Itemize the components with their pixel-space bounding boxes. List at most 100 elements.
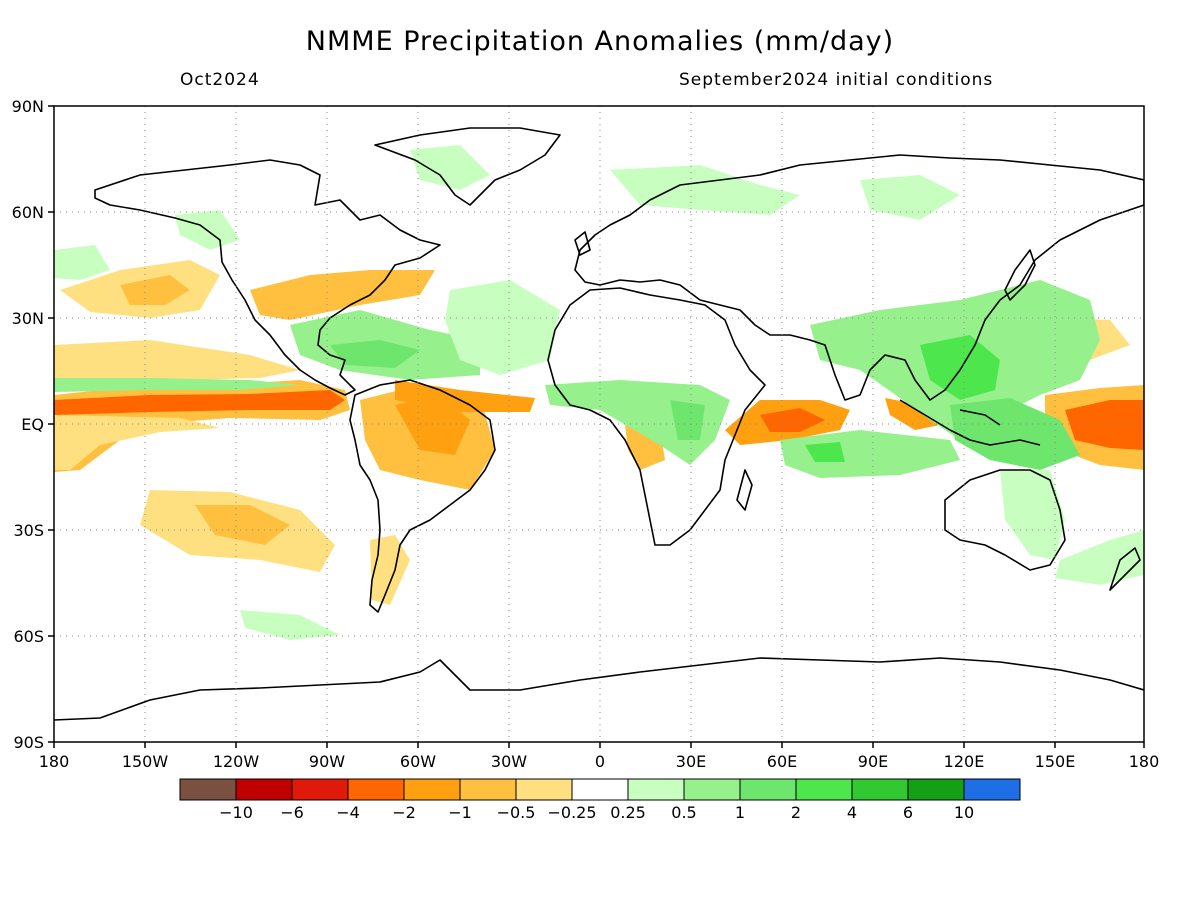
anomaly-southern-ocean-wet (1055, 530, 1144, 585)
lon-label: 60W (400, 752, 436, 771)
colorbar-label: 6 (903, 803, 913, 822)
colorbar-label: −1 (448, 803, 472, 822)
coastline-north-america (94, 159, 441, 396)
colorbar-swatch (235, 778, 293, 801)
anomaly-indian-core (760, 408, 825, 432)
colorbar-swatch (459, 778, 517, 801)
anomaly-atlantic-wet (445, 280, 560, 375)
colorbar-swatch (571, 778, 629, 801)
colorbar-swatch (739, 778, 797, 801)
lon-label: 0 (595, 752, 605, 771)
coastlines (54, 127, 1144, 721)
lat-label: 90N (12, 97, 44, 116)
coastline-eurasia (574, 154, 1144, 401)
lon-label: 90W (309, 752, 345, 771)
lon-label: 30W (491, 752, 527, 771)
coastline-south-america (349, 379, 496, 613)
colorbar-swatch (907, 778, 965, 801)
colorbar-label: 10 (954, 803, 974, 822)
anomaly-ne-pacific-core (120, 275, 190, 305)
lon-label: 90E (858, 752, 888, 771)
colorbar-swatch (403, 778, 461, 801)
colorbar-label: −0.25 (547, 803, 596, 822)
anomaly-asia-core (920, 335, 1000, 400)
lon-label: 150W (122, 752, 169, 771)
anomaly-caribbean-core (330, 340, 420, 368)
anomaly-south-indian-core (805, 442, 845, 462)
anomaly-npac-band (54, 340, 300, 382)
lon-label: 150E (1035, 752, 1076, 771)
anomaly-pacific-wet-nw (54, 245, 110, 280)
axis-tick-marks (48, 105, 1145, 748)
anomaly-sahel-wet (545, 380, 730, 465)
anomaly-maritime-wet (950, 398, 1080, 470)
anomaly-south-pacific-wet (240, 610, 340, 640)
lat-label: 60N (12, 203, 44, 222)
anomaly-australia-wet (1000, 470, 1065, 560)
forecast-month-label: Oct2024 (180, 70, 260, 90)
coastline-new-zealand (1109, 547, 1141, 591)
anomaly-fields (54, 145, 1144, 640)
coastline-antarctica (54, 657, 1144, 721)
initial-conditions-label: September2024 initial conditions (679, 70, 994, 90)
lat-label: 60S (13, 627, 44, 646)
anomaly-pacific-equator-lobe (54, 415, 220, 470)
anomaly-pacific-wet-band (54, 378, 300, 392)
lon-label: 120E (944, 752, 985, 771)
lon-label: 180 (1129, 752, 1160, 771)
coastline-uk (574, 231, 591, 256)
lat-label: 90S (13, 733, 44, 752)
anomaly-south-indian-wet (780, 430, 960, 478)
lon-label: 180 (39, 752, 70, 771)
coastline-indonesia (899, 399, 1041, 446)
colorbar-swatch (795, 778, 853, 801)
colorbar-label: 4 (847, 803, 857, 822)
colorbar-label: −10 (219, 803, 253, 822)
map-title: NMME Precipitation Anomalies (mm/day) (305, 26, 895, 57)
colorbar-label: −0.5 (497, 803, 536, 822)
colorbar-label: 2 (791, 803, 801, 822)
anomaly-atlantic-itcz-dry (395, 380, 535, 412)
colorbar-swatch (851, 778, 909, 801)
coastline-madagascar (736, 469, 753, 511)
colorbar-label: −6 (280, 803, 304, 822)
coastline-greenland (374, 127, 561, 206)
latitude-labels: 90N 60N 30N EQ 30S 60S 90S (12, 97, 44, 752)
anomaly-east-pacific-core (54, 390, 345, 415)
anomaly-patagonia-dry (370, 535, 410, 605)
lon-label: 30E (676, 752, 706, 771)
anomaly-arctic-wet (610, 165, 800, 215)
anomaly-south-pacific-core (195, 505, 290, 545)
anomaly-east-us-dry (250, 270, 435, 320)
lon-label: 120W (213, 752, 260, 771)
colorbar-labels: −10 −6 −4 −2 −1 −0.5 −0.25 0.25 0.5 1 2 4 6 10 (219, 803, 974, 822)
longitude-labels: 180 150W 120W 90W 60W 30W 0 30E 60E 90E … (39, 752, 1160, 771)
colorbar-swatch (179, 778, 237, 801)
colorbar-swatch (347, 778, 405, 801)
colorbar-swatch (291, 778, 349, 801)
lon-label: 60E (767, 752, 797, 771)
colorbar-swatch (963, 778, 1021, 801)
colorbar-swatch (515, 778, 573, 801)
colorbar-label: −2 (392, 803, 416, 822)
grid-lines (54, 106, 1144, 742)
anomaly-dateline-core (1065, 400, 1144, 450)
colorbar-label: 0.25 (610, 803, 646, 822)
coastline-africa (547, 287, 766, 546)
colorbar-label: 0.5 (671, 803, 696, 822)
colorbar (179, 778, 1021, 801)
lat-label: EQ (21, 415, 44, 434)
anomaly-sumatra-dry (885, 398, 940, 430)
anomaly-greenland-wet (410, 145, 490, 190)
lat-label: 30S (13, 521, 44, 540)
anomaly-central-africa-core (670, 400, 705, 440)
colorbar-swatch (627, 778, 685, 801)
anomaly-siberia-wet (860, 175, 960, 220)
coastline-australia (944, 469, 1066, 571)
colorbar-swatch (683, 778, 741, 801)
colorbar-label: 1 (735, 803, 745, 822)
coastline-japan (1004, 249, 1036, 301)
lat-label: 30N (12, 309, 44, 328)
colorbar-label: −4 (336, 803, 360, 822)
